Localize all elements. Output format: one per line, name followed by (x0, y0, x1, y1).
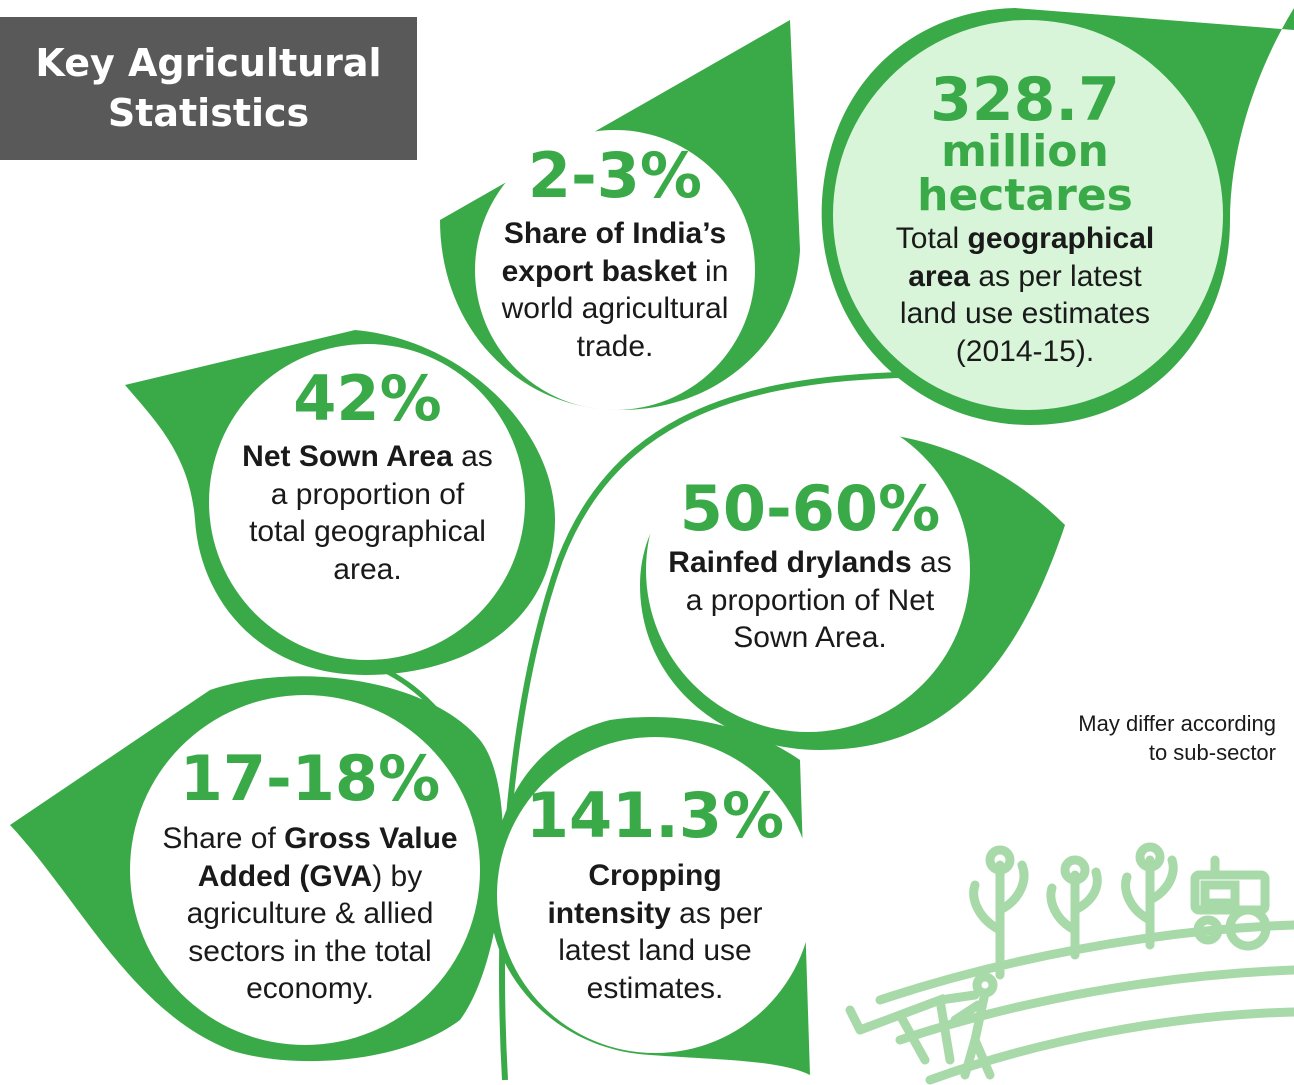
stat-area-value: 328.7 (930, 65, 1120, 135)
leaf-cropping (490, 716, 813, 1075)
stat-area-rest: as per latest land use estimates (2014-1… (899, 259, 1151, 368)
stat-gva-value: 17-18% (179, 742, 441, 815)
stat-net-sown-value: 42% (293, 362, 442, 435)
leaf-export (440, 20, 800, 410)
leaf-net-sown (125, 330, 555, 675)
plant-icon (1121, 842, 1178, 950)
stat-area-unit1: million (941, 126, 1109, 177)
leaf-area (821, 8, 1294, 425)
plant-icon (1046, 855, 1102, 960)
plant-icon (969, 845, 1029, 980)
stat-cropping-rest: as per latest land use estimates. (558, 896, 763, 1005)
stat-gva: 17-18% Share of Gross Value Added (GVA) … (145, 748, 475, 1008)
stat-net-sown-bold: Net Sown Area (242, 440, 453, 473)
tractor-icon (1190, 855, 1271, 951)
stat-area-unit2: hectares (917, 170, 1133, 221)
stat-cropping-value: 141.3% (525, 779, 785, 852)
stat-cropping: 141.3% Cropping intensity as per latest … (525, 785, 785, 1007)
stat-area: 328.7 million hectares Total geographica… (860, 70, 1190, 370)
leaf-gva (10, 676, 504, 1062)
leaf-rainfed (640, 408, 1065, 750)
stat-cropping-bold: Cropping intensity (547, 859, 722, 930)
stat-export-rest: in world agricultural trade. (501, 254, 729, 363)
stat-export: 2-3% Share of India’s export basket in w… (480, 145, 750, 365)
title-box: Key Agricultural Statistics (0, 17, 417, 160)
footnote: May differ according to sub-sector (1078, 711, 1276, 765)
stat-area-bold: geographical area (908, 222, 1155, 293)
stat-rainfed-bold: Rainfed drylands (668, 546, 912, 579)
stat-export-bold: Share of India’s export basket (501, 217, 727, 288)
stat-rainfed-value: 50-60% (679, 472, 941, 545)
stat-gva-bold: Gross Value Added (GVA (197, 822, 458, 893)
ox-plough-icon (845, 990, 980, 1065)
title-line-2: Statistics (107, 90, 310, 135)
stat-rainfed-rest: as a proportion of Net Sown Area. (685, 546, 952, 654)
stat-gva-rest: ) by agriculture & allied sectors in the… (186, 859, 434, 1006)
stat-gva-pre: Share of (162, 822, 285, 855)
stat-rainfed: 50-60% Rainfed drylands as a proportion … (665, 478, 955, 657)
stat-net-sown: 42% Net Sown Area as a proportion of tot… (240, 368, 495, 588)
stat-area-pre: Total (895, 222, 968, 255)
title-line-1: Key Agricultural (35, 41, 382, 86)
stat-net-sown-rest: as a proportion of total geographical ar… (249, 440, 493, 586)
farmer-icon (950, 972, 998, 1080)
stat-export-value: 2-3% (527, 139, 703, 212)
farm-illustration (845, 842, 1294, 1085)
